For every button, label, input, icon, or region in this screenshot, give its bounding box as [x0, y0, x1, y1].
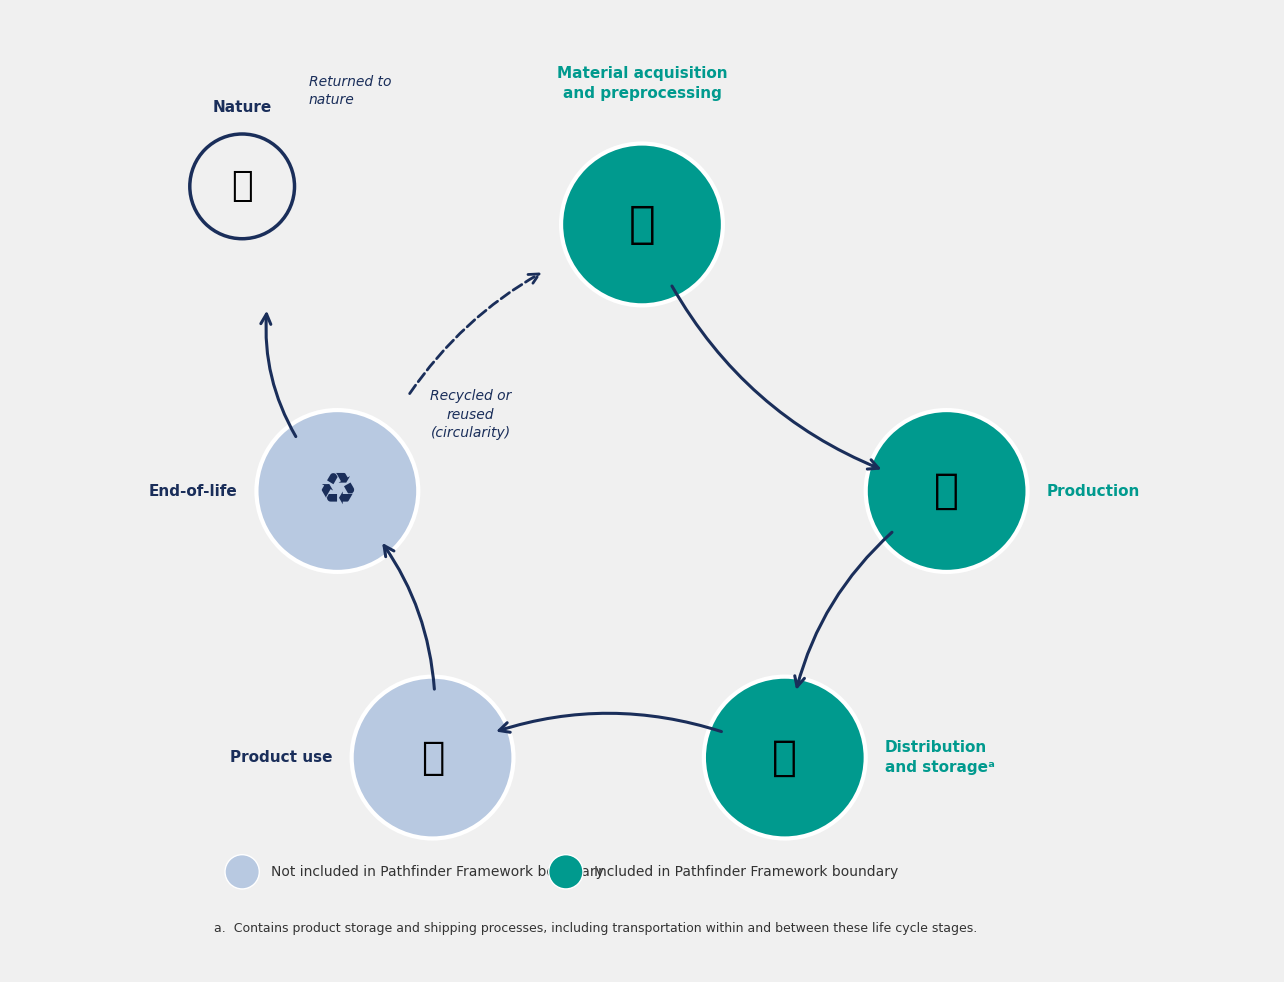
Circle shape: [257, 410, 419, 572]
Text: End-of-life: End-of-life: [149, 483, 238, 499]
Text: Returned to
nature: Returned to nature: [308, 75, 392, 107]
Text: Nature: Nature: [213, 100, 272, 115]
Text: a.  Contains product storage and shipping processes, including transportation wi: a. Contains product storage and shipping…: [213, 922, 977, 936]
Circle shape: [561, 143, 723, 305]
Circle shape: [548, 854, 583, 889]
Circle shape: [704, 677, 865, 839]
Text: 🏪: 🏪: [772, 736, 797, 779]
Text: 🌲: 🌲: [629, 203, 655, 246]
Text: Distribution
and storageᵃ: Distribution and storageᵃ: [885, 740, 995, 775]
Text: Material acquisition
and preprocessing: Material acquisition and preprocessing: [557, 66, 727, 101]
Text: Product use: Product use: [230, 750, 333, 765]
Text: ♻: ♻: [317, 469, 357, 513]
Text: Included in Pathfinder Framework boundary: Included in Pathfinder Framework boundar…: [594, 865, 899, 879]
Circle shape: [225, 854, 259, 889]
Circle shape: [865, 410, 1027, 572]
Text: 🏭: 🏭: [935, 470, 959, 512]
Text: 💡: 💡: [231, 169, 253, 203]
Text: 📱: 📱: [421, 738, 444, 777]
Text: Production: Production: [1046, 483, 1140, 499]
Circle shape: [352, 677, 514, 839]
Text: Recycled or
reused
(circularity): Recycled or reused (circularity): [430, 390, 511, 440]
Text: Not included in Pathfinder Framework boundary: Not included in Pathfinder Framework bou…: [271, 865, 603, 879]
